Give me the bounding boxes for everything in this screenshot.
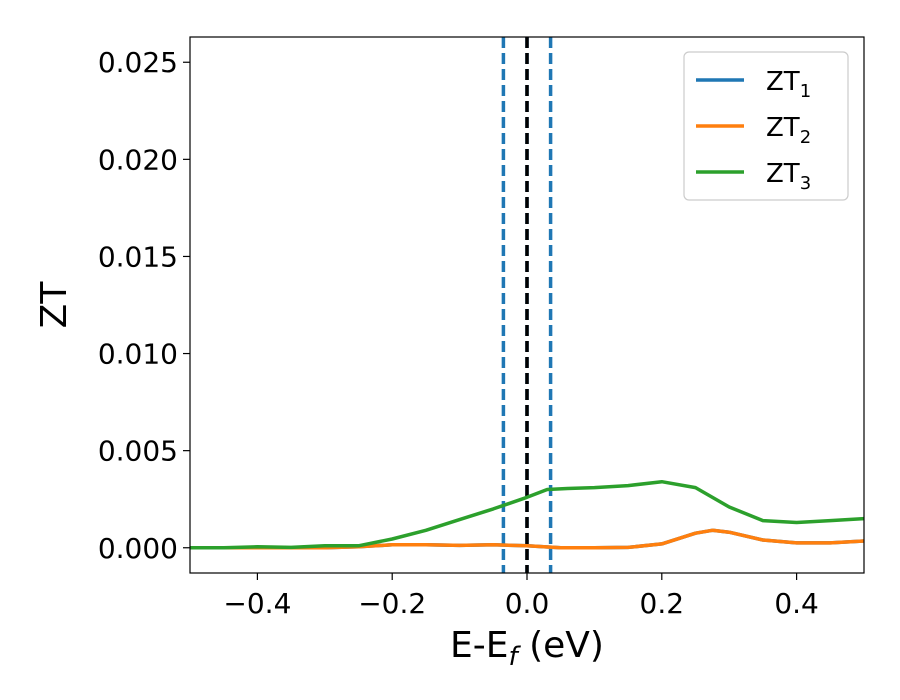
y-tick-label: 0.025 <box>98 46 178 79</box>
legend-label: ZT2 <box>766 113 811 148</box>
legend-label: ZT1 <box>766 67 811 102</box>
x-tick-label: 0.2 <box>640 587 685 620</box>
legend-label: ZT3 <box>766 159 811 194</box>
y-tick-label: 0.010 <box>98 338 178 371</box>
x-axis-label: E-Ef (eV) <box>450 625 604 672</box>
legend: ZT1 ZT2 ZT3 <box>683 51 849 201</box>
reference-lines <box>501 37 553 573</box>
y-tick-label: 0.005 <box>98 435 178 468</box>
series-lines <box>190 479 864 550</box>
y-tick-label: 0.015 <box>98 240 178 273</box>
y-tick-label: 0.020 <box>98 143 178 176</box>
legend-box <box>683 51 849 201</box>
x-tick-label: 0.0 <box>505 587 550 620</box>
y-axis-label: ZT <box>34 281 75 329</box>
x-tick-label: 0.4 <box>774 587 819 620</box>
y-tick-label: 0.000 <box>98 532 178 565</box>
x-tick-label: −0.2 <box>358 587 426 620</box>
series-line-zt3 <box>190 479 864 550</box>
y-axis: 0.000 0.005 0.010 0.015 0.020 0.025 <box>98 46 190 565</box>
x-tick-label: −0.4 <box>223 587 291 620</box>
x-axis: −0.4 −0.2 0.0 0.2 0.4 <box>223 573 819 620</box>
